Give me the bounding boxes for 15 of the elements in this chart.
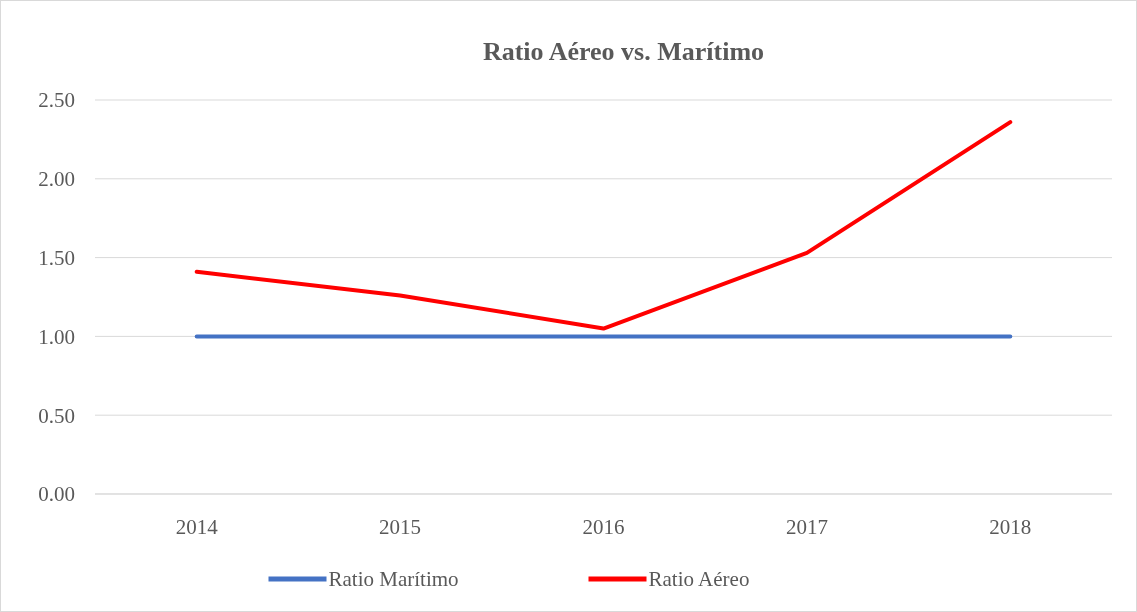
x-tick-label: 2018 xyxy=(989,515,1032,539)
y-tick-label: 0.00 xyxy=(38,482,75,507)
y-tick-label: 0.50 xyxy=(38,403,75,428)
y-tick-label: 2.50 xyxy=(38,88,75,113)
x-tick-label: 2016 xyxy=(582,515,625,539)
y-tick-label: 1.00 xyxy=(38,324,75,349)
legend-label: Ratio Aéreo xyxy=(648,567,750,592)
line-series xyxy=(194,120,1013,331)
y-tick-label: 2.00 xyxy=(38,167,75,192)
chart-title: Ratio Aéreo vs. Marítimo xyxy=(482,37,765,66)
y-tick-label: 1.50 xyxy=(38,245,75,270)
legend-label: Ratio Marítimo xyxy=(328,567,459,592)
x-tick-label: 2015 xyxy=(379,515,422,539)
x-tick-label: 2017 xyxy=(785,515,828,539)
x-tick-label: 2014 xyxy=(175,515,219,539)
